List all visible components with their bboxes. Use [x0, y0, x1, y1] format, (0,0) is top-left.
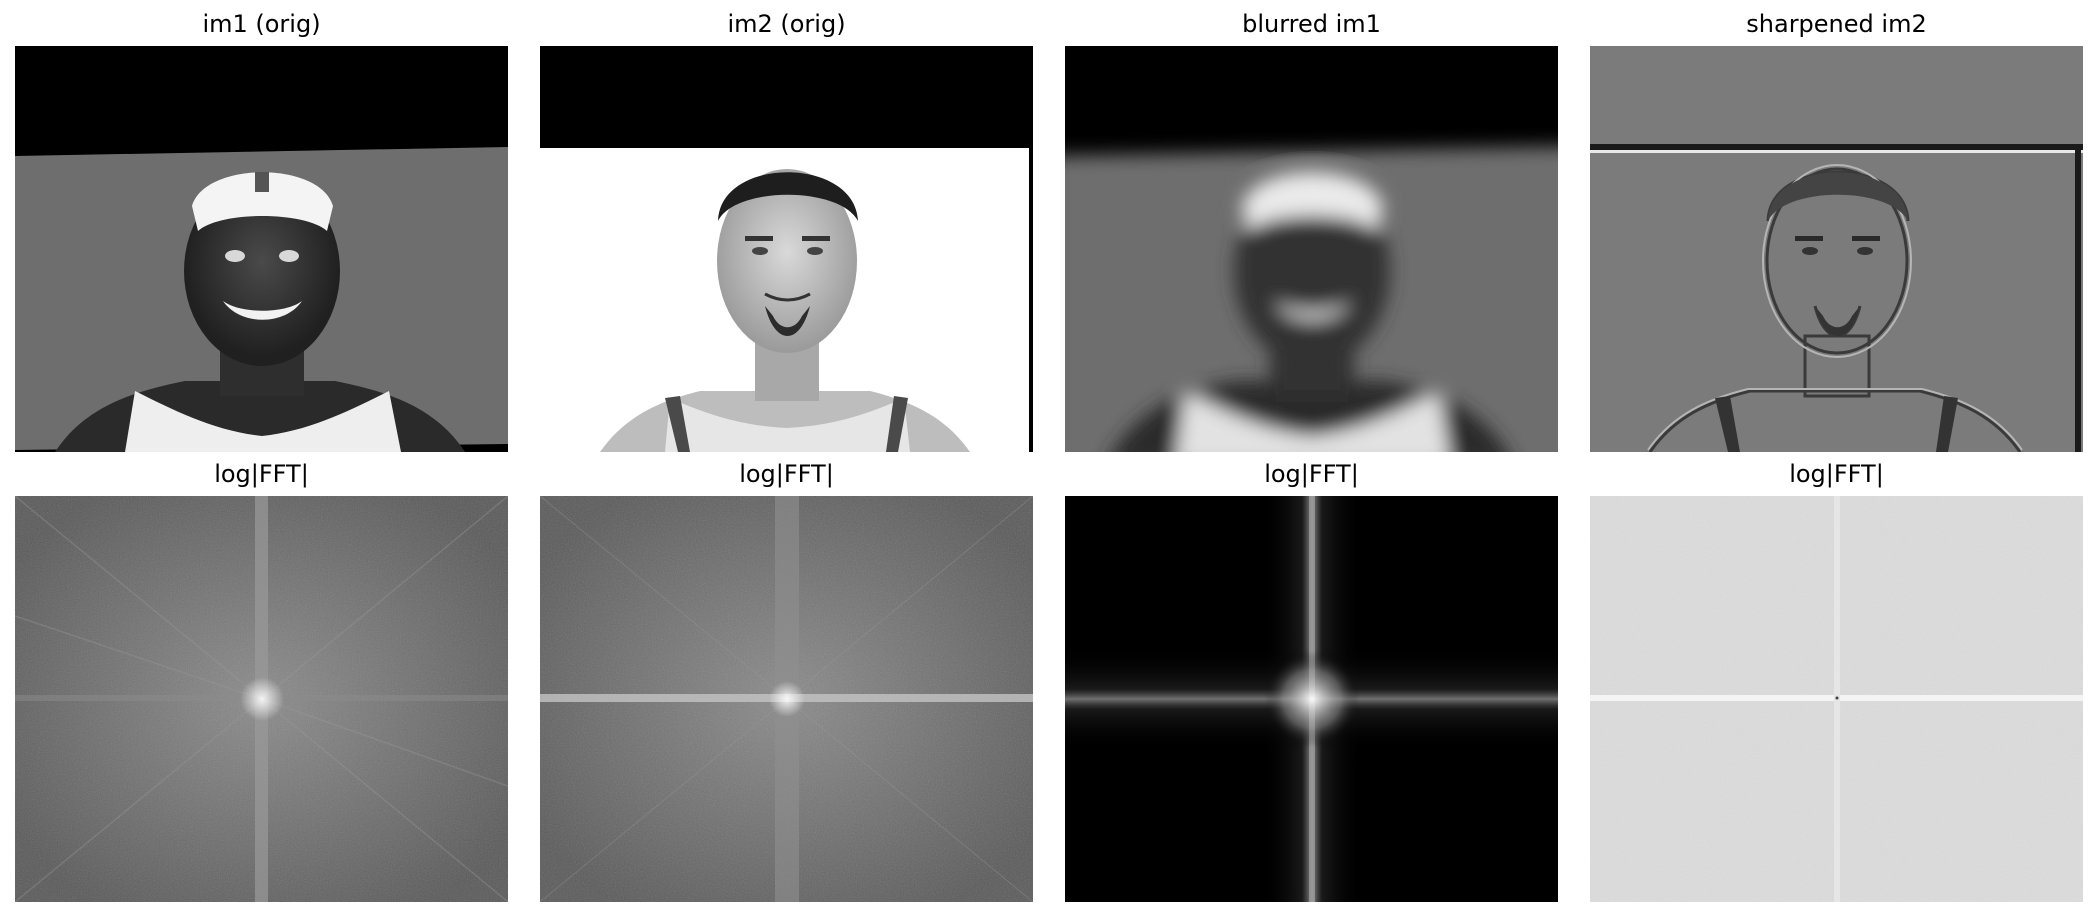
panel-fft-blurred-im1: log|FFT|	[1065, 460, 1558, 906]
panel-blurred-im1: blurred im1	[1065, 10, 1558, 456]
im1-orig-image	[15, 46, 508, 452]
panel-fft-im2: log|FFT|	[540, 460, 1033, 906]
panel-title: log|FFT|	[1264, 460, 1359, 488]
fft-im2-image	[540, 496, 1033, 902]
panel-im2-orig: im2 (orig)	[540, 10, 1033, 456]
panel-fft-sharpened-im2: log|FFT|	[1590, 460, 2083, 906]
panel-title: log|FFT|	[739, 460, 834, 488]
im2-orig-image	[540, 46, 1033, 452]
fft-blurred-im1-image	[1065, 496, 1558, 902]
panel-title: log|FFT|	[1789, 460, 1884, 488]
panel-sharpened-im2: sharpened im2	[1590, 10, 2083, 456]
panel-title: im1 (orig)	[202, 10, 321, 38]
panel-title: im2 (orig)	[727, 10, 846, 38]
panel-title: blurred im1	[1242, 10, 1381, 38]
panel-im1-orig: im1 (orig)	[15, 10, 508, 456]
sharpened-im2-image	[1590, 46, 2083, 452]
panel-title: log|FFT|	[214, 460, 309, 488]
blurred-im1-image	[1065, 46, 1558, 452]
panel-title: sharpened im2	[1746, 10, 1927, 38]
fft-sharpened-im2-image	[1590, 496, 2083, 902]
fft-im1-image	[15, 496, 508, 902]
panel-fft-im1: log|FFT|	[15, 460, 508, 906]
